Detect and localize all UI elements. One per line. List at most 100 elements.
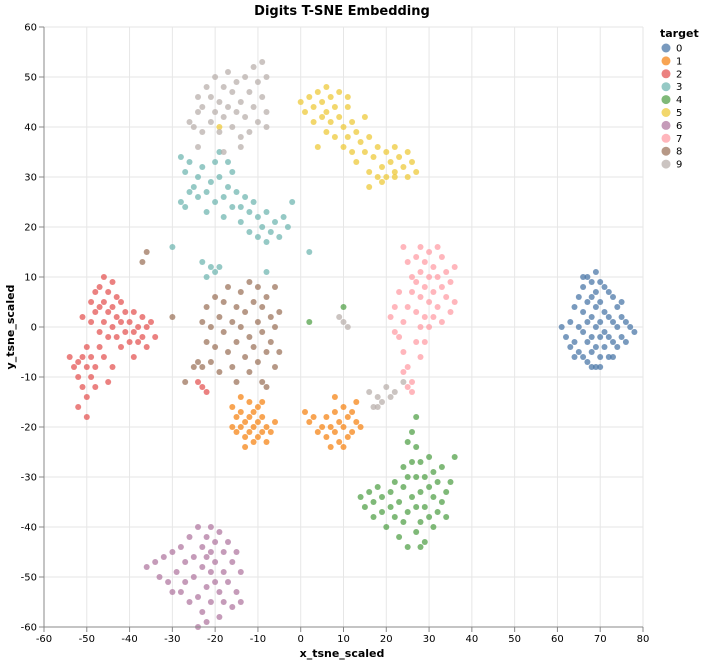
scatter-point-5 <box>340 144 347 150</box>
y-tick-label: 10 <box>24 273 37 284</box>
scatter-point-9 <box>195 144 201 150</box>
scatter-point-2 <box>148 319 154 325</box>
scatter-point-7 <box>404 259 411 265</box>
scatter-point-2 <box>92 309 99 315</box>
scatter-point-3 <box>259 224 266 230</box>
scatter-point-7 <box>438 284 445 290</box>
scatter-point-6 <box>190 574 197 580</box>
scatter-point-6 <box>207 569 214 575</box>
scatter-point-5 <box>379 164 385 170</box>
scatter-point-0 <box>571 339 578 345</box>
scatter-point-4 <box>417 489 424 495</box>
y-tick-label: 30 <box>24 173 37 184</box>
scatter-point-2 <box>118 344 124 350</box>
y-tick-label: -20 <box>21 423 37 434</box>
x-tick-label: 80 <box>637 634 650 645</box>
x-tick-label: 20 <box>380 634 393 645</box>
scatter-point-6 <box>237 599 244 605</box>
legend-symbol-4 <box>661 95 671 105</box>
scatter-point-2 <box>105 334 112 340</box>
scatter-point-1 <box>254 434 261 440</box>
scatter-point-7 <box>443 294 450 300</box>
scatter-point-1 <box>246 399 253 405</box>
scatter-point-1 <box>323 414 330 420</box>
scatter-point-2 <box>122 309 129 315</box>
scatter-point-2 <box>118 299 124 305</box>
scatter-point-9 <box>246 129 253 135</box>
scatter-point-7 <box>421 339 428 345</box>
scatter-point-8 <box>272 284 278 290</box>
scatter-point-1 <box>229 424 236 430</box>
scatter-point-2 <box>139 334 146 340</box>
legend-label-3: 3 <box>676 82 682 93</box>
scatter-point-0 <box>580 329 587 335</box>
scatter-point-4 <box>387 489 394 495</box>
scatter-point-1 <box>229 404 236 410</box>
scatter-point-9 <box>370 404 377 410</box>
scatter-point-4 <box>413 414 420 420</box>
scatter-point-6 <box>186 534 193 540</box>
scatter-point-9 <box>195 94 201 100</box>
scatter-point-0 <box>605 314 612 320</box>
scatter-point-3 <box>225 159 231 165</box>
scatter-point-3 <box>169 244 176 250</box>
scatter-point-8 <box>216 314 223 320</box>
scatter-point-2 <box>109 364 116 370</box>
scatter-point-3 <box>212 159 219 165</box>
scatter-point-7 <box>417 294 424 300</box>
scatter-point-9 <box>207 119 214 125</box>
scatter-point-0 <box>592 304 599 310</box>
scatter-point-2 <box>79 354 86 360</box>
scatter-point-4 <box>409 429 415 435</box>
scatter-point-7 <box>400 349 407 355</box>
scatter-point-7 <box>426 274 433 280</box>
y-tick-label: -30 <box>21 473 37 484</box>
scatter-point-0 <box>601 309 608 315</box>
legend-symbol-2 <box>661 69 671 79</box>
legend-title: target <box>660 27 699 40</box>
scatter-point-2 <box>100 354 107 360</box>
scatter-point-4 <box>417 544 424 550</box>
scatter-point-7 <box>417 354 424 360</box>
scatter-point-6 <box>212 579 219 585</box>
scatter-point-0 <box>584 274 591 280</box>
scatter-point-8 <box>272 364 278 370</box>
scatter-point-9 <box>207 94 214 100</box>
scatter-point-8 <box>229 364 236 370</box>
x-tick-label: -10 <box>250 634 266 645</box>
scatter-point-6 <box>182 579 189 585</box>
scatter-point-1 <box>336 419 343 425</box>
legend-symbol-9 <box>661 159 671 169</box>
scatter-point-3 <box>220 194 227 200</box>
scatter-point-5 <box>353 129 360 135</box>
scatter-point-5 <box>396 154 403 160</box>
scatter-point-8 <box>212 344 219 350</box>
y-axis-title: y_tsne_scaled <box>4 285 17 370</box>
scatter-point-5 <box>366 184 373 190</box>
scatter-point-8 <box>199 364 206 370</box>
scatter-point-1 <box>319 424 326 430</box>
scatter-point-2 <box>126 339 133 345</box>
scatter-point-9 <box>242 114 249 120</box>
scatter-point-1 <box>242 444 249 450</box>
scatter-point-1 <box>237 409 244 415</box>
scatter-point-3 <box>229 169 236 175</box>
scatter-point-1 <box>242 419 249 425</box>
scatter-point-9 <box>383 384 390 390</box>
scatter-point-8 <box>259 379 266 385</box>
scatter-point-6 <box>229 604 236 610</box>
scatter-point-5 <box>336 114 343 120</box>
y-tick-label: 20 <box>24 223 37 234</box>
scatter-point-8 <box>220 299 227 305</box>
scatter-point-7 <box>396 334 403 340</box>
legend-symbol-0 <box>661 43 671 53</box>
scatter-point-1 <box>237 424 244 430</box>
legend-symbol-6 <box>661 120 671 130</box>
legend-label-1: 1 <box>676 56 682 67</box>
scatter-point-2 <box>88 319 95 325</box>
scatter-point-0 <box>618 334 625 340</box>
scatter-point-3 <box>237 204 244 210</box>
scatter-point-2 <box>195 379 201 385</box>
scatter-point-7 <box>451 299 458 305</box>
scatter-point-0 <box>584 319 591 325</box>
